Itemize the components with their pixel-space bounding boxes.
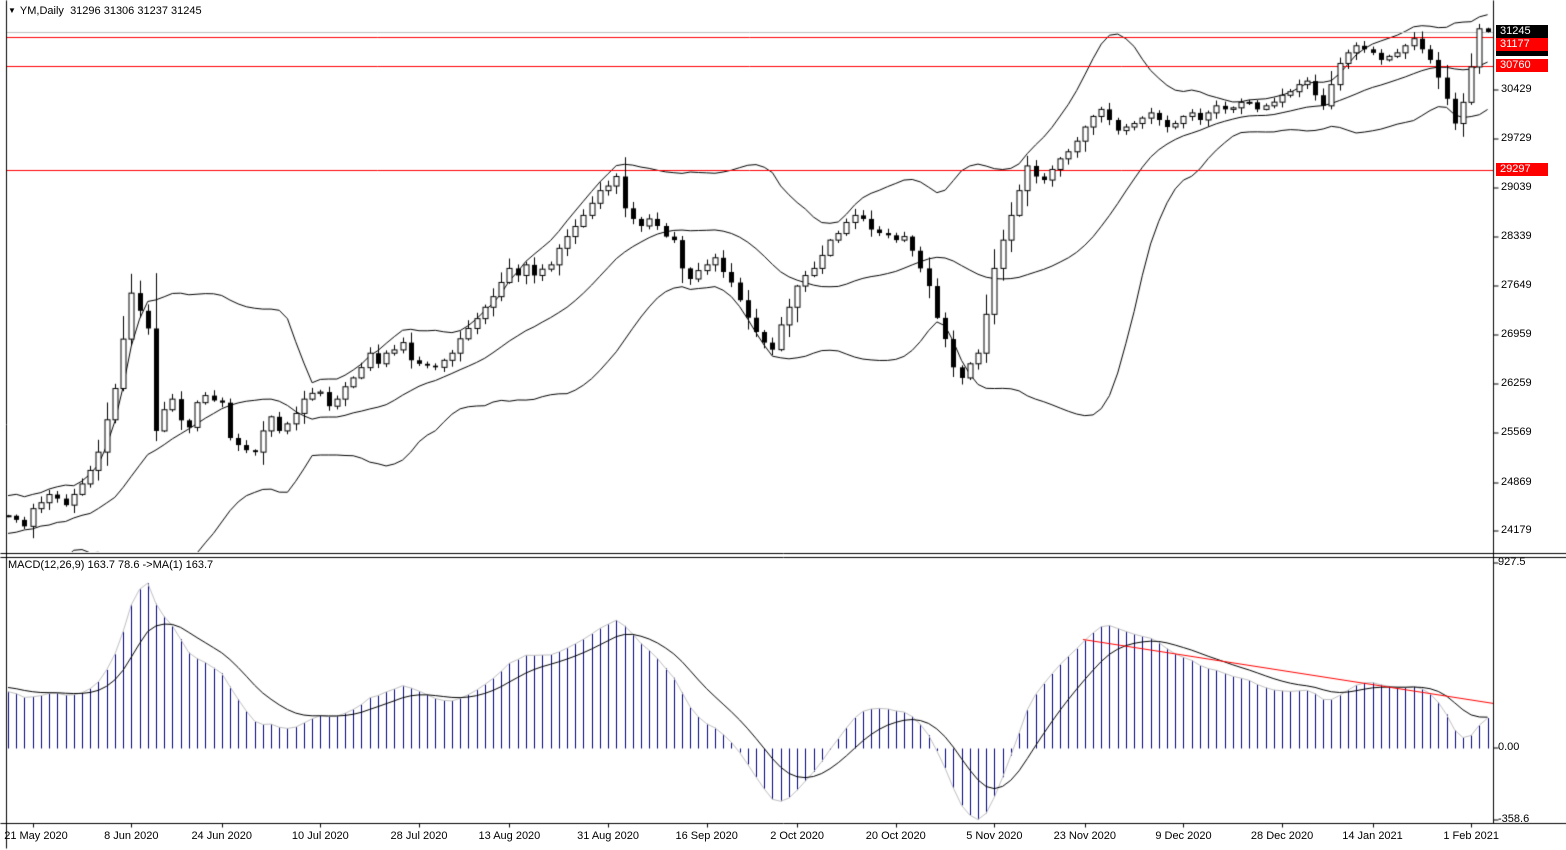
macd-tick-label: 927.5 — [1498, 556, 1526, 569]
date-label: 13 Aug 2020 — [478, 830, 541, 842]
price-tick-label: 28339 — [1501, 230, 1532, 243]
price-tick-label: 24869 — [1501, 475, 1532, 488]
price-tick-label: 26959 — [1501, 327, 1532, 340]
date-label: 5 Nov 2020 — [966, 830, 1023, 842]
date-label: 8 Jun 2020 — [104, 830, 159, 842]
date-label: 16 Sep 2020 — [675, 830, 738, 842]
price-tick-label: 26259 — [1501, 377, 1532, 390]
price-tick-label: 29729 — [1501, 132, 1532, 145]
price-tick-label: 29039 — [1501, 180, 1532, 193]
symbol-period-label: YM,Daily — [19, 5, 64, 17]
date-label: 21 May 2020 — [4, 830, 68, 842]
price-tick-label: 27649 — [1501, 279, 1532, 292]
macd-tick-label: 0.00 — [1498, 741, 1520, 753]
date-label: 31 Aug 2020 — [577, 830, 639, 842]
macd-indicator-label: MACD(12,26,9) 163.7 78.6 ->MA(1) 163.7 — [8, 559, 214, 571]
ohlc-readout: 31296 31306 31237 31245 — [70, 5, 202, 17]
date-label: 24 Jun 2020 — [191, 830, 252, 842]
macd-tick-label: -358.6 — [1498, 812, 1530, 825]
current-price-badge: 31245 — [1496, 25, 1548, 38]
date-label: 14 Jan 2021 — [1342, 830, 1403, 842]
level-price-badge: 31177 — [1496, 38, 1548, 51]
hidden-price-badge — [1496, 51, 1548, 56]
level-price-badge: 29297 — [1496, 163, 1548, 176]
date-label: 28 Jul 2020 — [390, 830, 448, 842]
price-tick-label: 30429 — [1501, 82, 1532, 95]
date-label: 10 Jul 2020 — [291, 830, 349, 842]
price-tick-label: 25569 — [1501, 426, 1532, 439]
date-label: 9 Dec 2020 — [1155, 830, 1212, 842]
chevron-down-icon[interactable]: ▼ — [8, 6, 16, 15]
date-label: 2 Oct 2020 — [770, 830, 825, 842]
date-label: 1 Feb 2021 — [1443, 830, 1499, 842]
chart-title: ▼ YM,Daily 31296 31306 31237 31245 — [8, 4, 202, 18]
date-label: 20 Oct 2020 — [865, 830, 926, 842]
date-label: 28 Dec 2020 — [1250, 830, 1314, 842]
price-axis[interactable] — [1493, 0, 1566, 822]
price-tick-label: 24179 — [1501, 524, 1532, 537]
date-label: 23 Nov 2020 — [1053, 830, 1117, 842]
level-price-badge: 30760 — [1496, 59, 1548, 72]
